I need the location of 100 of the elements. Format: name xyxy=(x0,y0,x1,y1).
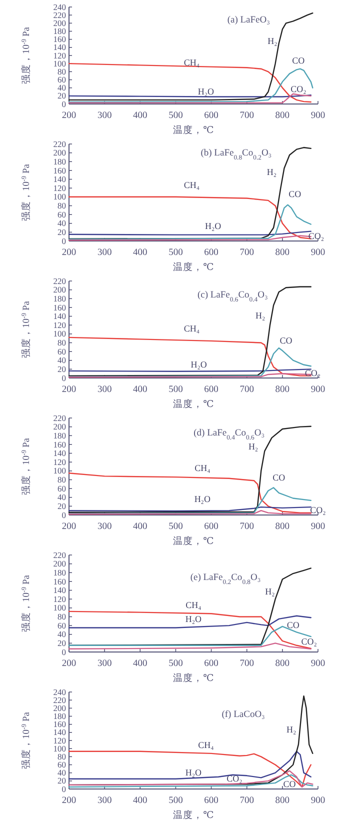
x-tick-label: 400 xyxy=(133,385,148,395)
series-label: H₂O xyxy=(185,614,202,624)
series-label: CH₄ xyxy=(184,324,200,334)
y-tick-label: 180 xyxy=(53,711,66,722)
y-tick-label: 160 xyxy=(53,302,66,312)
y-tick-label: 60 xyxy=(58,620,66,630)
y-tick-label: 140 xyxy=(53,174,66,184)
y-tick-label: 60 xyxy=(58,209,66,220)
y-tick-label: 80 xyxy=(58,751,66,762)
y-tick-label: 120 xyxy=(53,320,66,330)
y-tick-label: 120 xyxy=(53,182,66,193)
x-axis-title: 温度，℃ xyxy=(173,124,214,136)
x-tick-label: 900 xyxy=(310,796,326,806)
y-tick-label: 100 xyxy=(53,743,66,754)
x-tick-label: 400 xyxy=(133,659,148,669)
y-tick-label: 220 xyxy=(53,694,66,705)
y-tick-label: 180 xyxy=(53,567,66,578)
series-label: CO xyxy=(288,188,302,199)
y-tick-label: 20 xyxy=(58,226,66,237)
text: (e) LaFe$_{0.2}$Co$_{0.8}$O₃ xyxy=(190,573,261,586)
x-tick-label: 900 xyxy=(310,522,326,532)
x-tick-label: 500 xyxy=(168,385,184,395)
y-tick-label: 60 xyxy=(58,760,66,770)
y-tick-label: 160 xyxy=(53,719,66,730)
series-label: H₂ xyxy=(266,166,277,177)
y-tick-label: 200 xyxy=(53,702,66,713)
y-tick-label: 200 xyxy=(53,148,66,158)
series-label: CO₂ xyxy=(310,504,326,515)
y-tick-label: 0 xyxy=(62,98,66,109)
y-tick-label: 120 xyxy=(53,735,66,746)
series-label: CO₂ xyxy=(226,774,242,784)
y-tick-label: 20 xyxy=(58,638,66,648)
x-tick-label: 500 xyxy=(168,659,184,669)
x-axis-title: 温度，℃ xyxy=(173,398,214,410)
series-label: H₂ xyxy=(256,310,266,320)
y-tick-label: 160 xyxy=(53,165,66,176)
y-tick-label: 80 xyxy=(58,200,66,211)
y-tick-label: 180 xyxy=(53,430,66,440)
series-label: H₂ xyxy=(265,586,275,597)
line-series xyxy=(68,487,312,514)
x-tick-label: 700 xyxy=(240,796,254,806)
y-tick-label: 60 xyxy=(58,74,66,85)
series-label: CO xyxy=(272,472,286,483)
series-label: CO xyxy=(283,778,296,789)
series-label: H₂O xyxy=(198,86,215,96)
y-tick-label: 180 xyxy=(53,26,66,36)
y-tick-label: 200 xyxy=(53,422,66,432)
y-tick-label: 100 xyxy=(53,466,66,476)
y-tick-label: 40 xyxy=(58,218,66,228)
series-label: H₂O xyxy=(190,359,208,370)
y-tick-label: 240 xyxy=(53,686,66,697)
x-tick-label: 400 xyxy=(133,522,148,532)
y-tick-label: 200 xyxy=(53,284,66,295)
y-tick-label: 80 xyxy=(58,474,66,485)
line-series xyxy=(68,750,312,788)
y-tick-label: 80 xyxy=(58,338,66,348)
x-tick-label: 900 xyxy=(310,385,326,395)
y-tick-label: 140 xyxy=(53,727,66,738)
x-tick-label: 700 xyxy=(240,522,254,532)
x-tick-label: 800 xyxy=(275,522,290,532)
x-tick-label: 400 xyxy=(133,248,148,258)
x-tick-label: 600 xyxy=(204,796,219,806)
series-label: CH₄ xyxy=(198,740,214,750)
x-tick-label: 700 xyxy=(240,659,254,669)
x-tick-label: 800 xyxy=(275,385,290,395)
series-label: H₂O xyxy=(194,494,211,504)
y-tick-label: 120 xyxy=(53,594,66,604)
series-label: CO₂ xyxy=(301,636,317,647)
y-tick-label: 140 xyxy=(53,311,66,322)
y-tick-label: 40 xyxy=(58,355,66,366)
y-tick-label: 100 xyxy=(53,602,66,613)
series-label: H₂ xyxy=(286,724,296,734)
series-label: CO xyxy=(280,336,293,346)
y-tick-label: 40 xyxy=(58,768,66,778)
y-tick-label: 160 xyxy=(53,34,66,44)
y-tick-label: 40 xyxy=(58,629,66,640)
series-label: CH₄ xyxy=(186,600,202,610)
series-label: H₂ xyxy=(268,36,278,46)
x-tick-label: 500 xyxy=(168,111,184,121)
y-tick-label: 220 xyxy=(53,550,66,560)
text: (a) LaFeO₃ xyxy=(227,16,270,26)
x-tick-label: 800 xyxy=(275,796,290,806)
series-label: CO xyxy=(292,56,306,66)
x-tick-label: 300 xyxy=(97,796,112,806)
y-tick-label: 100 xyxy=(53,328,66,339)
y-tick-label: 40 xyxy=(58,82,66,93)
line-series xyxy=(68,615,312,628)
x-tick-label: 500 xyxy=(168,522,184,532)
y-tick-label: 60 xyxy=(58,346,66,356)
series-label: H₂O xyxy=(185,767,202,778)
series-label: CO xyxy=(286,620,300,630)
series-label: H₂O xyxy=(204,221,222,232)
x-tick-label: 400 xyxy=(133,111,148,121)
y-tick-label: 20 xyxy=(58,364,66,374)
line-series xyxy=(68,12,314,101)
y-tick-label: 0 xyxy=(62,784,66,794)
x-axis-title: 温度，℃ xyxy=(173,261,214,273)
line-series xyxy=(68,472,312,514)
x-tick-label: 800 xyxy=(275,248,290,258)
series-label: CO₂ xyxy=(308,230,324,241)
